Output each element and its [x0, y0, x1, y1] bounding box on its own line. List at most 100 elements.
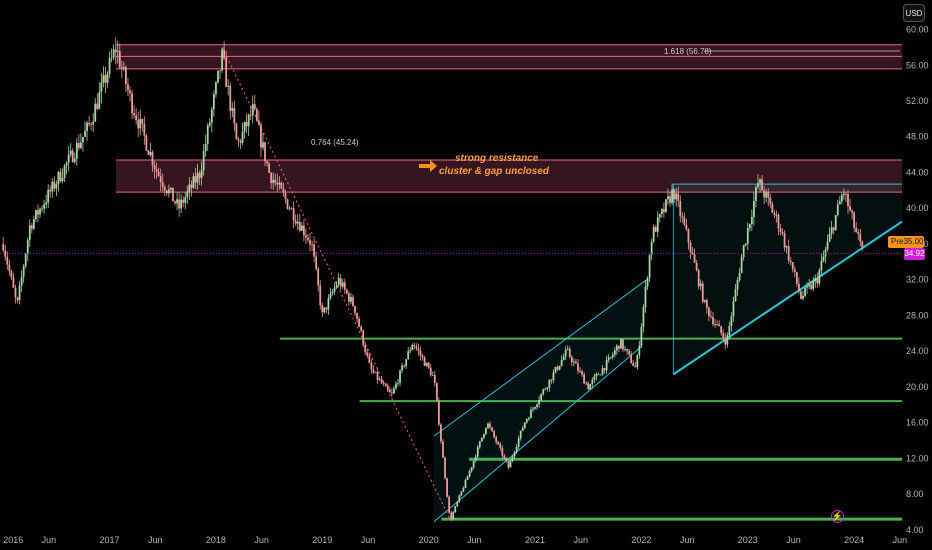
candle-body — [302, 225, 305, 236]
candle-body — [286, 199, 289, 209]
y-tick-label: 20.00 — [906, 382, 929, 392]
candle-body — [536, 404, 538, 408]
candle-body — [206, 125, 209, 144]
candle-body — [368, 355, 371, 363]
candle-body — [317, 268, 320, 286]
candle-body — [597, 374, 600, 375]
candle-body — [468, 471, 471, 477]
x-tick-label: 2022 — [631, 535, 651, 545]
candle-body — [732, 301, 735, 317]
candle-body — [476, 447, 479, 457]
annotation-line-1: strong resistance — [455, 153, 539, 164]
candle-body — [683, 217, 686, 225]
candle-body — [204, 143, 207, 152]
candle-body — [718, 324, 721, 327]
candle-body — [552, 372, 555, 381]
decline-dotted-line — [221, 47, 451, 520]
candle-body — [176, 199, 178, 204]
candle-body — [497, 441, 500, 445]
candle-body — [579, 370, 581, 372]
candle-body — [423, 357, 426, 366]
candle-body — [67, 154, 70, 163]
candle-body — [266, 161, 268, 164]
horizontal-levels — [115, 44, 902, 521]
candle-body — [225, 58, 228, 87]
candle-body — [335, 284, 338, 288]
candle-body — [39, 208, 41, 215]
candle-body — [581, 371, 583, 375]
candle-body — [845, 193, 847, 195]
candle-body — [362, 330, 365, 346]
candle-body — [315, 256, 318, 269]
candle-body — [826, 241, 829, 250]
candle-body — [671, 189, 673, 203]
candle-body — [49, 189, 52, 192]
candle-body — [595, 374, 598, 377]
candle-body — [448, 496, 451, 513]
y-axis[interactable]: 4.008.0012.0016.0020.0024.0028.0032.0036… — [906, 25, 929, 535]
candle-body — [617, 345, 620, 349]
candle-body — [288, 208, 291, 210]
candle-body — [321, 305, 324, 313]
candle-body — [808, 284, 811, 287]
candle-body — [652, 227, 655, 242]
candle-body — [145, 135, 148, 151]
candle-body — [689, 242, 692, 253]
candle-body — [4, 250, 7, 257]
candle-body — [80, 142, 82, 149]
currency-badge[interactable]: USD — [903, 4, 925, 22]
candle-body — [810, 284, 813, 289]
candle-body — [384, 383, 387, 386]
candle-body — [319, 285, 322, 306]
candle-body — [30, 225, 33, 229]
candle-body — [223, 49, 226, 59]
candle-body — [174, 201, 176, 204]
candle-body — [540, 394, 543, 400]
candle-body — [157, 171, 160, 177]
candle-body — [153, 165, 156, 169]
candle-body — [135, 115, 138, 121]
candle-body — [268, 163, 271, 173]
candle-body — [245, 122, 248, 127]
candle-body — [544, 388, 547, 390]
candle-body — [814, 278, 817, 282]
fib-label-lower: 0.764 (45.24) — [311, 138, 359, 147]
y-tick-label: 44.00 — [906, 167, 929, 177]
lightning-icon[interactable]: ⚡ — [831, 510, 844, 523]
candle-body — [593, 376, 596, 380]
candle-body — [609, 357, 612, 358]
x-axis[interactable]: 2016 Jun 2017 Jun 2018 Jun 2019 Jun 2020 Jun 2021 J… — [3, 535, 907, 545]
candle-body — [296, 221, 299, 224]
candle-body — [556, 366, 559, 370]
candle-body — [51, 181, 54, 192]
candle-body — [231, 108, 234, 111]
candle-body — [313, 244, 316, 257]
candle-body — [305, 235, 307, 238]
candle-body — [519, 430, 522, 439]
candle-body — [603, 368, 606, 371]
candle-body — [155, 168, 158, 172]
candle-body — [693, 254, 696, 263]
candle-body — [787, 246, 790, 261]
candle-body — [429, 367, 432, 376]
candle-body — [828, 233, 831, 242]
candle-body — [264, 142, 266, 162]
candle-body — [650, 241, 653, 256]
candle-body — [566, 348, 569, 350]
candle-body — [161, 182, 164, 187]
candle-body — [464, 479, 467, 488]
candle-body — [165, 190, 168, 194]
candle-body — [217, 70, 219, 83]
candle-body — [489, 423, 491, 428]
x-tick-label: Jun — [148, 535, 163, 545]
candle-body — [102, 75, 105, 83]
candle-body — [2, 243, 5, 251]
candle-body — [857, 232, 860, 234]
candle-body — [568, 348, 571, 357]
y-tick-label: 12.00 — [906, 453, 929, 463]
candle-body — [57, 172, 60, 185]
candle-body — [781, 231, 784, 234]
candle-body — [613, 350, 616, 355]
candle-body — [513, 452, 516, 457]
